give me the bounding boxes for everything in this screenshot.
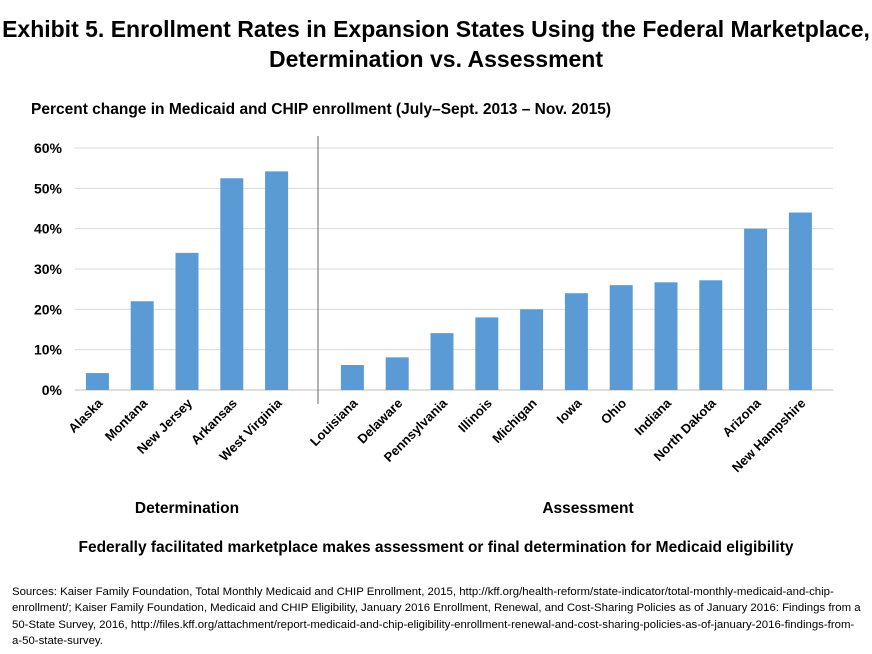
y-tick-label: 30% — [34, 261, 63, 277]
x-tick-label: Iowa — [553, 395, 585, 427]
bar-montana — [130, 301, 154, 390]
y-tick-label: 20% — [34, 301, 63, 317]
y-tick-label: 40% — [34, 221, 63, 237]
bar-michigan — [520, 309, 544, 390]
bar-arkansas — [220, 178, 244, 390]
bar-pennsylvania — [430, 333, 454, 390]
group-label-determination: Determination — [135, 500, 239, 517]
x-tick-label: Ohio — [598, 395, 630, 427]
y-tick-label: 0% — [42, 382, 63, 398]
bar-new-hampshire — [788, 212, 812, 390]
x-axis-label: Federally facilitated marketplace makes … — [78, 539, 794, 556]
x-tick-label: Illinois — [455, 396, 495, 436]
bar-west-virginia — [265, 171, 289, 390]
bar-louisiana — [340, 364, 364, 390]
y-tick-label: 60% — [34, 140, 63, 156]
bar-illinois — [475, 317, 499, 390]
y-tick-label: 10% — [34, 342, 63, 358]
sources-note: Sources: Kaiser Family Foundation, Total… — [12, 586, 861, 647]
bar-iowa — [564, 293, 588, 390]
x-tick-label: Indiana — [631, 395, 674, 438]
bar-arizona — [744, 228, 768, 390]
bar-indiana — [654, 282, 678, 390]
group-label-assessment: Assessment — [542, 500, 633, 517]
chart-title: Exhibit 5. Enrollment Rates in Expansion… — [0, 14, 872, 74]
bar-new-jersey — [175, 252, 199, 390]
bar-ohio — [609, 285, 633, 390]
bar-alaska — [85, 373, 109, 390]
x-tick-label: Alaska — [65, 395, 106, 436]
y-axis-ticks: 0% 10% 20% 30% 40% 50% 60% — [34, 140, 63, 398]
bar-north-dakota — [699, 280, 723, 390]
bars — [85, 171, 812, 390]
chart-title-line-2: Determination vs. Assessment — [268, 46, 604, 72]
x-tick-label: Michigan — [489, 395, 539, 445]
y-axis-label: Percent change in Medicaid and CHIP enro… — [31, 101, 611, 118]
x-tick-label: Arizona — [719, 395, 764, 440]
x-tick-label: Louisiana — [307, 395, 361, 449]
bar-delaware — [385, 357, 409, 390]
y-tick-label: 50% — [34, 180, 63, 196]
chart-title-line-1: Exhibit 5. Enrollment Rates in Expansion… — [2, 16, 870, 42]
bar-chart: Percent change in Medicaid and CHIP enro… — [31, 101, 833, 517]
